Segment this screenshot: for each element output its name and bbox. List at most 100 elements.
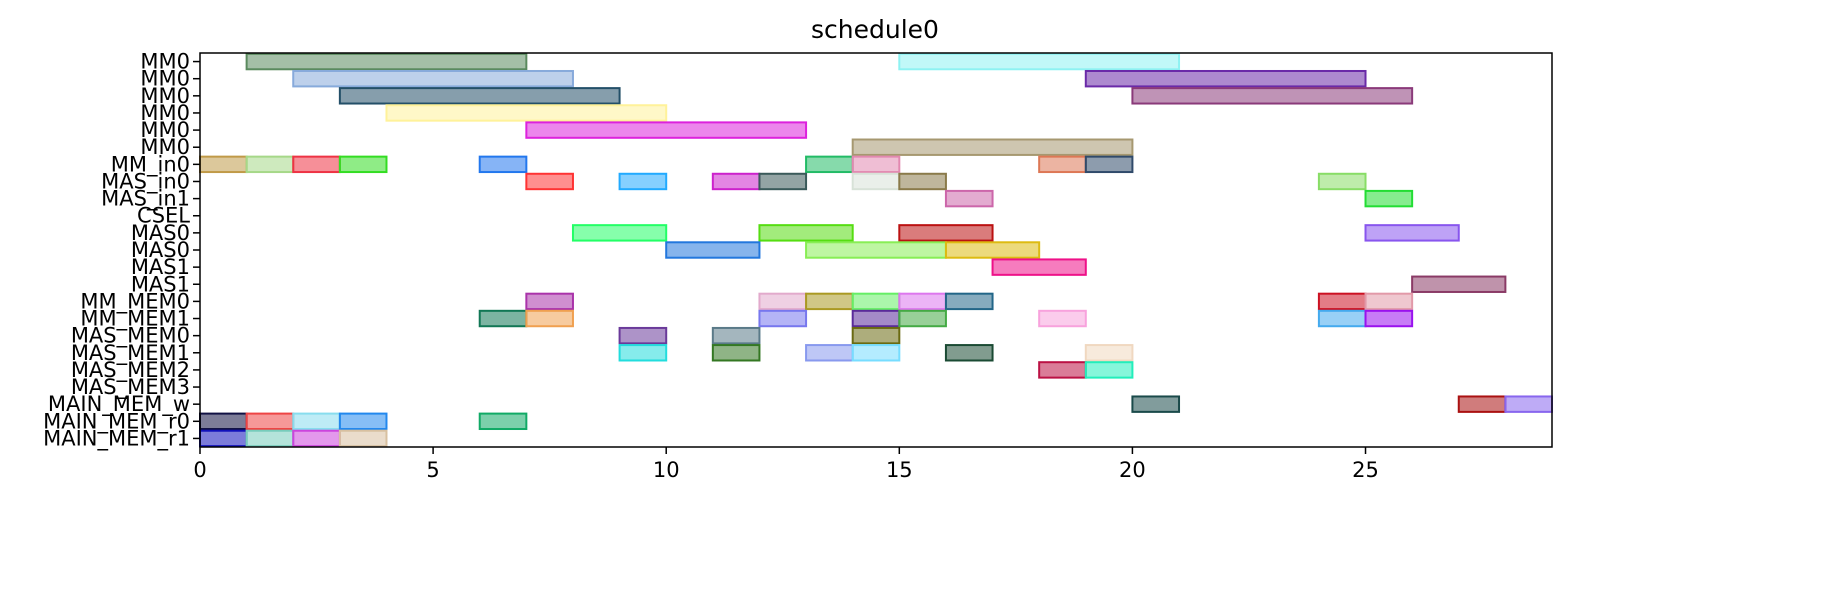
task-bar (478, 155, 528, 174)
task-bar (851, 138, 1134, 156)
task-bar (338, 87, 621, 105)
task-bar (525, 292, 574, 311)
task-bar (1131, 395, 1181, 413)
task-bars (199, 52, 1553, 448)
task-bar (338, 429, 388, 448)
task-bar (1038, 155, 1087, 174)
y-tick-label: MAIN_MEM_r1 (43, 426, 190, 451)
task-bar (1084, 344, 1134, 362)
y-tick-label: MM0 (140, 135, 190, 159)
task-bar (991, 258, 1087, 276)
task-bar (571, 224, 668, 242)
y-tick-label: MAS0 (131, 238, 190, 262)
x-tick-label: 0 (193, 458, 206, 482)
plot-frame (199, 52, 1553, 448)
y-tick-label: MAIN_MEM_r0 (43, 409, 190, 434)
task-bar (711, 172, 761, 191)
task-bar (1131, 87, 1414, 105)
task-bar (711, 326, 761, 345)
y-tick-label: MAS0 (131, 221, 190, 245)
y-tick-label: MAS_in0 (101, 169, 190, 194)
task-bar (851, 326, 901, 345)
task-bar (292, 412, 341, 431)
task-bar (1364, 189, 1414, 208)
task-bar (1038, 361, 1087, 379)
task-bar (851, 292, 901, 311)
task-bar (1084, 361, 1134, 379)
task-bar (525, 309, 574, 328)
x-tick-label: 25 (1352, 458, 1379, 482)
task-bar (1317, 172, 1367, 191)
y-tick-label: MM0 (140, 67, 190, 91)
task-bar (292, 69, 574, 88)
task-bar (1084, 155, 1134, 174)
task-bar (618, 326, 668, 345)
task-bar (1364, 309, 1414, 328)
task-bar (1084, 69, 1367, 88)
y-tick-label: MM0 (140, 118, 190, 142)
task-bar (199, 155, 248, 174)
task-bar (851, 344, 901, 362)
task-bar (199, 429, 248, 448)
task-bar (711, 344, 761, 362)
task-bar (245, 412, 295, 431)
y-tick-label: MAS1 (131, 272, 190, 296)
task-bar (805, 292, 854, 311)
task-bar (851, 172, 901, 191)
task-bar (1317, 309, 1367, 328)
task-bar (805, 241, 947, 259)
y-tick-label: MM0 (140, 101, 190, 125)
task-bar (478, 309, 528, 328)
task-bar (1038, 309, 1087, 328)
task-bar (245, 52, 528, 71)
task-bar (525, 172, 574, 191)
y-tick-label: MAS_MEM1 (71, 341, 190, 366)
task-bar (478, 412, 528, 431)
y-tick-label: MAS_in1 (101, 187, 190, 212)
task-bar (525, 121, 808, 139)
task-bar (898, 224, 994, 242)
y-tick-label: MAS_MEM0 (71, 324, 190, 349)
x-tick-label: 15 (886, 458, 913, 482)
task-bar (805, 155, 854, 174)
task-bar (338, 155, 388, 174)
task-bar (944, 292, 994, 311)
task-bar (1457, 395, 1507, 413)
task-bar (292, 429, 341, 448)
task-bar (758, 309, 808, 328)
y-tick-label: MM_in0 (111, 152, 190, 177)
task-bar (898, 309, 947, 328)
task-bar (385, 104, 668, 122)
task-bar (292, 155, 341, 174)
y-tick-label: MAS1 (131, 255, 190, 279)
y-tick-label: MM0 (140, 84, 190, 108)
task-bar (1364, 292, 1414, 311)
task-bar (851, 309, 901, 328)
task-bar (758, 292, 808, 311)
x-tick-label: 20 (1119, 458, 1146, 482)
task-bar (618, 344, 668, 362)
chart-title: schedule0 (811, 15, 939, 44)
y-tick-label: MM_MEM0 (80, 289, 190, 314)
task-bar (758, 172, 808, 191)
y-tick-label: MAIN_MEM_w (48, 392, 190, 417)
task-bar (1504, 395, 1553, 413)
y-tick-label: MM_MEM1 (80, 307, 190, 332)
x-tick-label: 5 (426, 458, 439, 482)
task-bar (1411, 275, 1507, 293)
task-bar (338, 412, 388, 431)
y-tick-label: CSEL (137, 204, 190, 228)
task-bar (944, 189, 994, 208)
task-bar (898, 52, 1181, 71)
task-bar (851, 155, 901, 174)
task-bar (805, 344, 854, 362)
y-tick-label: MAS_MEM2 (71, 358, 190, 383)
task-bar (898, 292, 947, 311)
task-bar (199, 412, 248, 431)
x-axis-ticks: 0 5 10 15 20 25 (193, 447, 1379, 482)
task-bar (1317, 292, 1367, 311)
task-bar (245, 155, 295, 174)
task-bar (944, 241, 1041, 259)
task-bar (665, 241, 761, 259)
